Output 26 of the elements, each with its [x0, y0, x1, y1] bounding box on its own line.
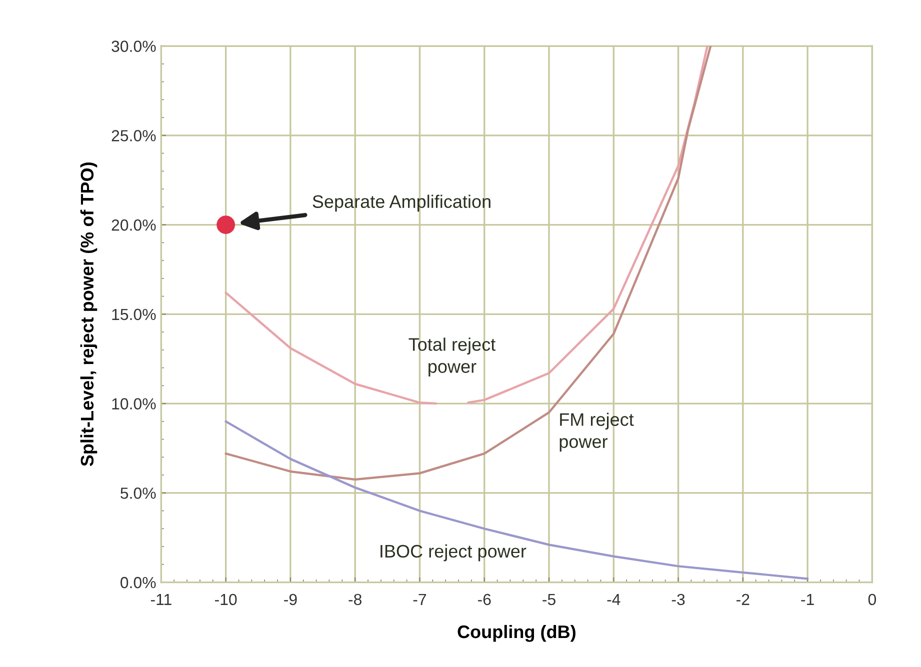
x-tick-label: -7	[413, 594, 426, 605]
y-tick-label: 5.0%	[120, 488, 156, 499]
annotation: FM reject power	[560, 412, 634, 452]
annotation: Separate Amplification	[312, 194, 490, 212]
y-tick-label: 20.0%	[112, 219, 156, 231]
x-tick-label: 0	[868, 594, 876, 606]
x-tick-label: -8	[348, 594, 362, 606]
y-tick-label: 10.0%	[112, 398, 156, 410]
x-tick-label: -3	[672, 594, 685, 606]
line-series	[224, 46, 712, 481]
x-tick-label: -2	[736, 594, 750, 605]
x-axis-title: Coupling (dB)	[458, 624, 576, 642]
x-tick-label: -9	[284, 594, 297, 606]
y-axis-title: Split-Level, reject power (% of TPO)	[80, 162, 98, 466]
annotation: Total reject power	[408, 338, 496, 377]
x-tick-label: -4	[607, 594, 620, 605]
x-tick-label: -6	[478, 594, 491, 606]
x-tick-label: -10	[214, 594, 237, 606]
x-tick-label: -11	[150, 594, 172, 605]
y-tick-label: 30.0%	[112, 40, 156, 52]
y-tick-label: 15.0%	[112, 308, 156, 320]
x-tick-label: -5	[542, 594, 556, 606]
y-tick-label: 0.0%	[120, 576, 156, 588]
x-tick-label: -1	[801, 594, 814, 605]
y-tick-label: 25.0%	[112, 130, 156, 142]
annotation: IBOC reject power	[380, 544, 526, 562]
